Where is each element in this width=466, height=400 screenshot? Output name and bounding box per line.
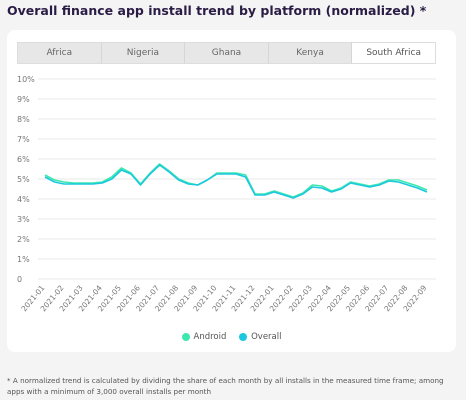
tab-kenya[interactable]: Kenya	[269, 43, 353, 63]
chart-legend: Android Overall	[7, 332, 456, 344]
series-line-android	[44, 163, 428, 198]
tab-nigeria[interactable]: Nigeria	[102, 43, 186, 63]
chart-title: Overall finance app install trend by pla…	[7, 3, 427, 18]
y-tick-label: 7%	[17, 135, 30, 144]
line-chart: 01%2%3%4%5%6%7%8%9%10%2021-012021-022021…	[17, 75, 436, 313]
y-tick-label: 0	[17, 275, 22, 284]
y-tick-label: 5%	[17, 175, 30, 184]
y-tick-label: 3%	[17, 215, 30, 224]
legend-item-overall[interactable]: Overall	[239, 332, 281, 342]
tab-ghana[interactable]: Ghana	[185, 43, 269, 63]
y-tick-label: 4%	[17, 195, 30, 204]
android-legend-marker	[181, 333, 190, 341]
y-tick-label: 2%	[17, 235, 30, 244]
y-tick-label: 1%	[17, 255, 30, 264]
legend-label-android: Android	[193, 332, 227, 342]
legend-item-android[interactable]: Android	[181, 332, 227, 342]
legend-label-overall: Overall	[251, 332, 282, 342]
overall-legend-marker	[239, 333, 248, 341]
chart-card: Africa Nigeria Ghana Kenya South Africa …	[7, 30, 456, 352]
series-line-overall	[44, 164, 428, 199]
y-tick-label: 8%	[17, 115, 30, 124]
tab-south-africa[interactable]: South Africa	[352, 43, 435, 63]
y-tick-label: 9%	[17, 95, 30, 104]
region-tabs: Africa Nigeria Ghana Kenya South Africa	[17, 42, 436, 64]
y-tick-label: 6%	[17, 155, 30, 164]
tab-africa[interactable]: Africa	[18, 43, 102, 63]
footnote: * A normalized trend is calculated by di…	[7, 376, 444, 396]
y-tick-label: 10%	[17, 75, 35, 84]
